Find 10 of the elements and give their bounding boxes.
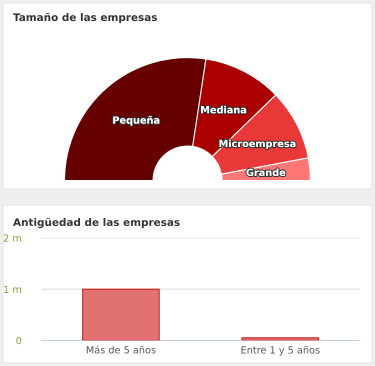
slice-label: Pequeña <box>113 116 160 126</box>
x-tick-label: Más de 5 años <box>86 346 156 354</box>
y-tick-label: 1 m <box>4 286 21 293</box>
y-tick-label: 0 <box>16 336 22 344</box>
x-tick-label: Entre 1 y 5 años <box>242 346 320 356</box>
slice-label: Grande <box>246 168 286 176</box>
slice-label: Mediana <box>201 106 246 114</box>
y-tick-label: 2 m <box>4 234 21 242</box>
chart-title: Antigüedad de las empresas <box>13 218 180 228</box>
chart-title: Tamaño de las empresas <box>13 12 157 24</box>
